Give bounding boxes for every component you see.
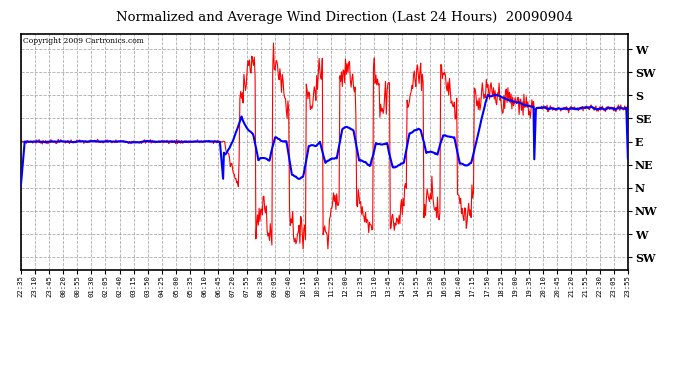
- Text: Copyright 2009 Cartronics.com: Copyright 2009 Cartronics.com: [23, 37, 144, 45]
- Text: Normalized and Average Wind Direction (Last 24 Hours)  20090904: Normalized and Average Wind Direction (L…: [117, 11, 573, 24]
